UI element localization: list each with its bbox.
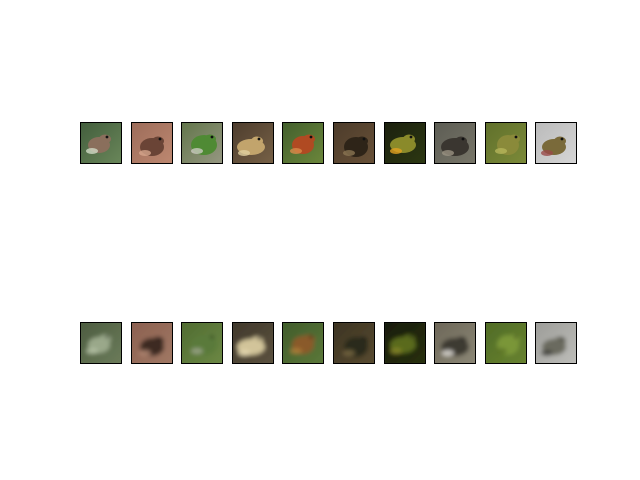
frog-picture bbox=[486, 323, 526, 363]
original-frog-image-10 bbox=[535, 122, 577, 164]
original-frog-image-3 bbox=[181, 122, 223, 164]
frog-picture bbox=[334, 123, 374, 163]
original-frog-image-1 bbox=[80, 122, 122, 164]
frog-picture bbox=[385, 123, 425, 163]
reconstructed-frog-image-4 bbox=[232, 322, 274, 364]
original-frog-image-5 bbox=[282, 122, 324, 164]
reconstructed-frog-image-5 bbox=[282, 322, 324, 364]
original-images-row bbox=[0, 122, 640, 164]
reconstructed-frog-image-9 bbox=[485, 322, 527, 364]
frog-picture bbox=[536, 323, 576, 363]
frog-picture bbox=[385, 323, 425, 363]
reconstructed-frog-image-6 bbox=[333, 322, 375, 364]
frog-picture bbox=[435, 123, 475, 163]
reconstructed-frog-image-3 bbox=[181, 322, 223, 364]
reconstructed-frog-image-2 bbox=[131, 322, 173, 364]
frog-picture bbox=[536, 123, 576, 163]
frog-picture bbox=[283, 323, 323, 363]
original-frog-image-8 bbox=[434, 122, 476, 164]
frog-picture bbox=[283, 123, 323, 163]
frog-picture bbox=[233, 123, 273, 163]
reconstructed-images-row bbox=[0, 322, 640, 364]
original-frog-image-2 bbox=[131, 122, 173, 164]
original-frog-image-6 bbox=[333, 122, 375, 164]
frog-picture bbox=[435, 323, 475, 363]
reconstructed-frog-image-7 bbox=[384, 322, 426, 364]
frog-picture bbox=[182, 123, 222, 163]
reconstructed-frog-image-8 bbox=[434, 322, 476, 364]
frog-picture bbox=[132, 323, 172, 363]
frog-picture bbox=[334, 323, 374, 363]
frog-picture bbox=[182, 323, 222, 363]
original-frog-image-9 bbox=[485, 122, 527, 164]
frog-picture bbox=[81, 323, 121, 363]
frog-picture bbox=[132, 123, 172, 163]
frog-picture bbox=[81, 123, 121, 163]
original-frog-image-7 bbox=[384, 122, 426, 164]
frog-picture bbox=[486, 123, 526, 163]
frog-picture bbox=[233, 323, 273, 363]
reconstructed-frog-image-10 bbox=[535, 322, 577, 364]
reconstructed-frog-image-1 bbox=[80, 322, 122, 364]
original-frog-image-4 bbox=[232, 122, 274, 164]
